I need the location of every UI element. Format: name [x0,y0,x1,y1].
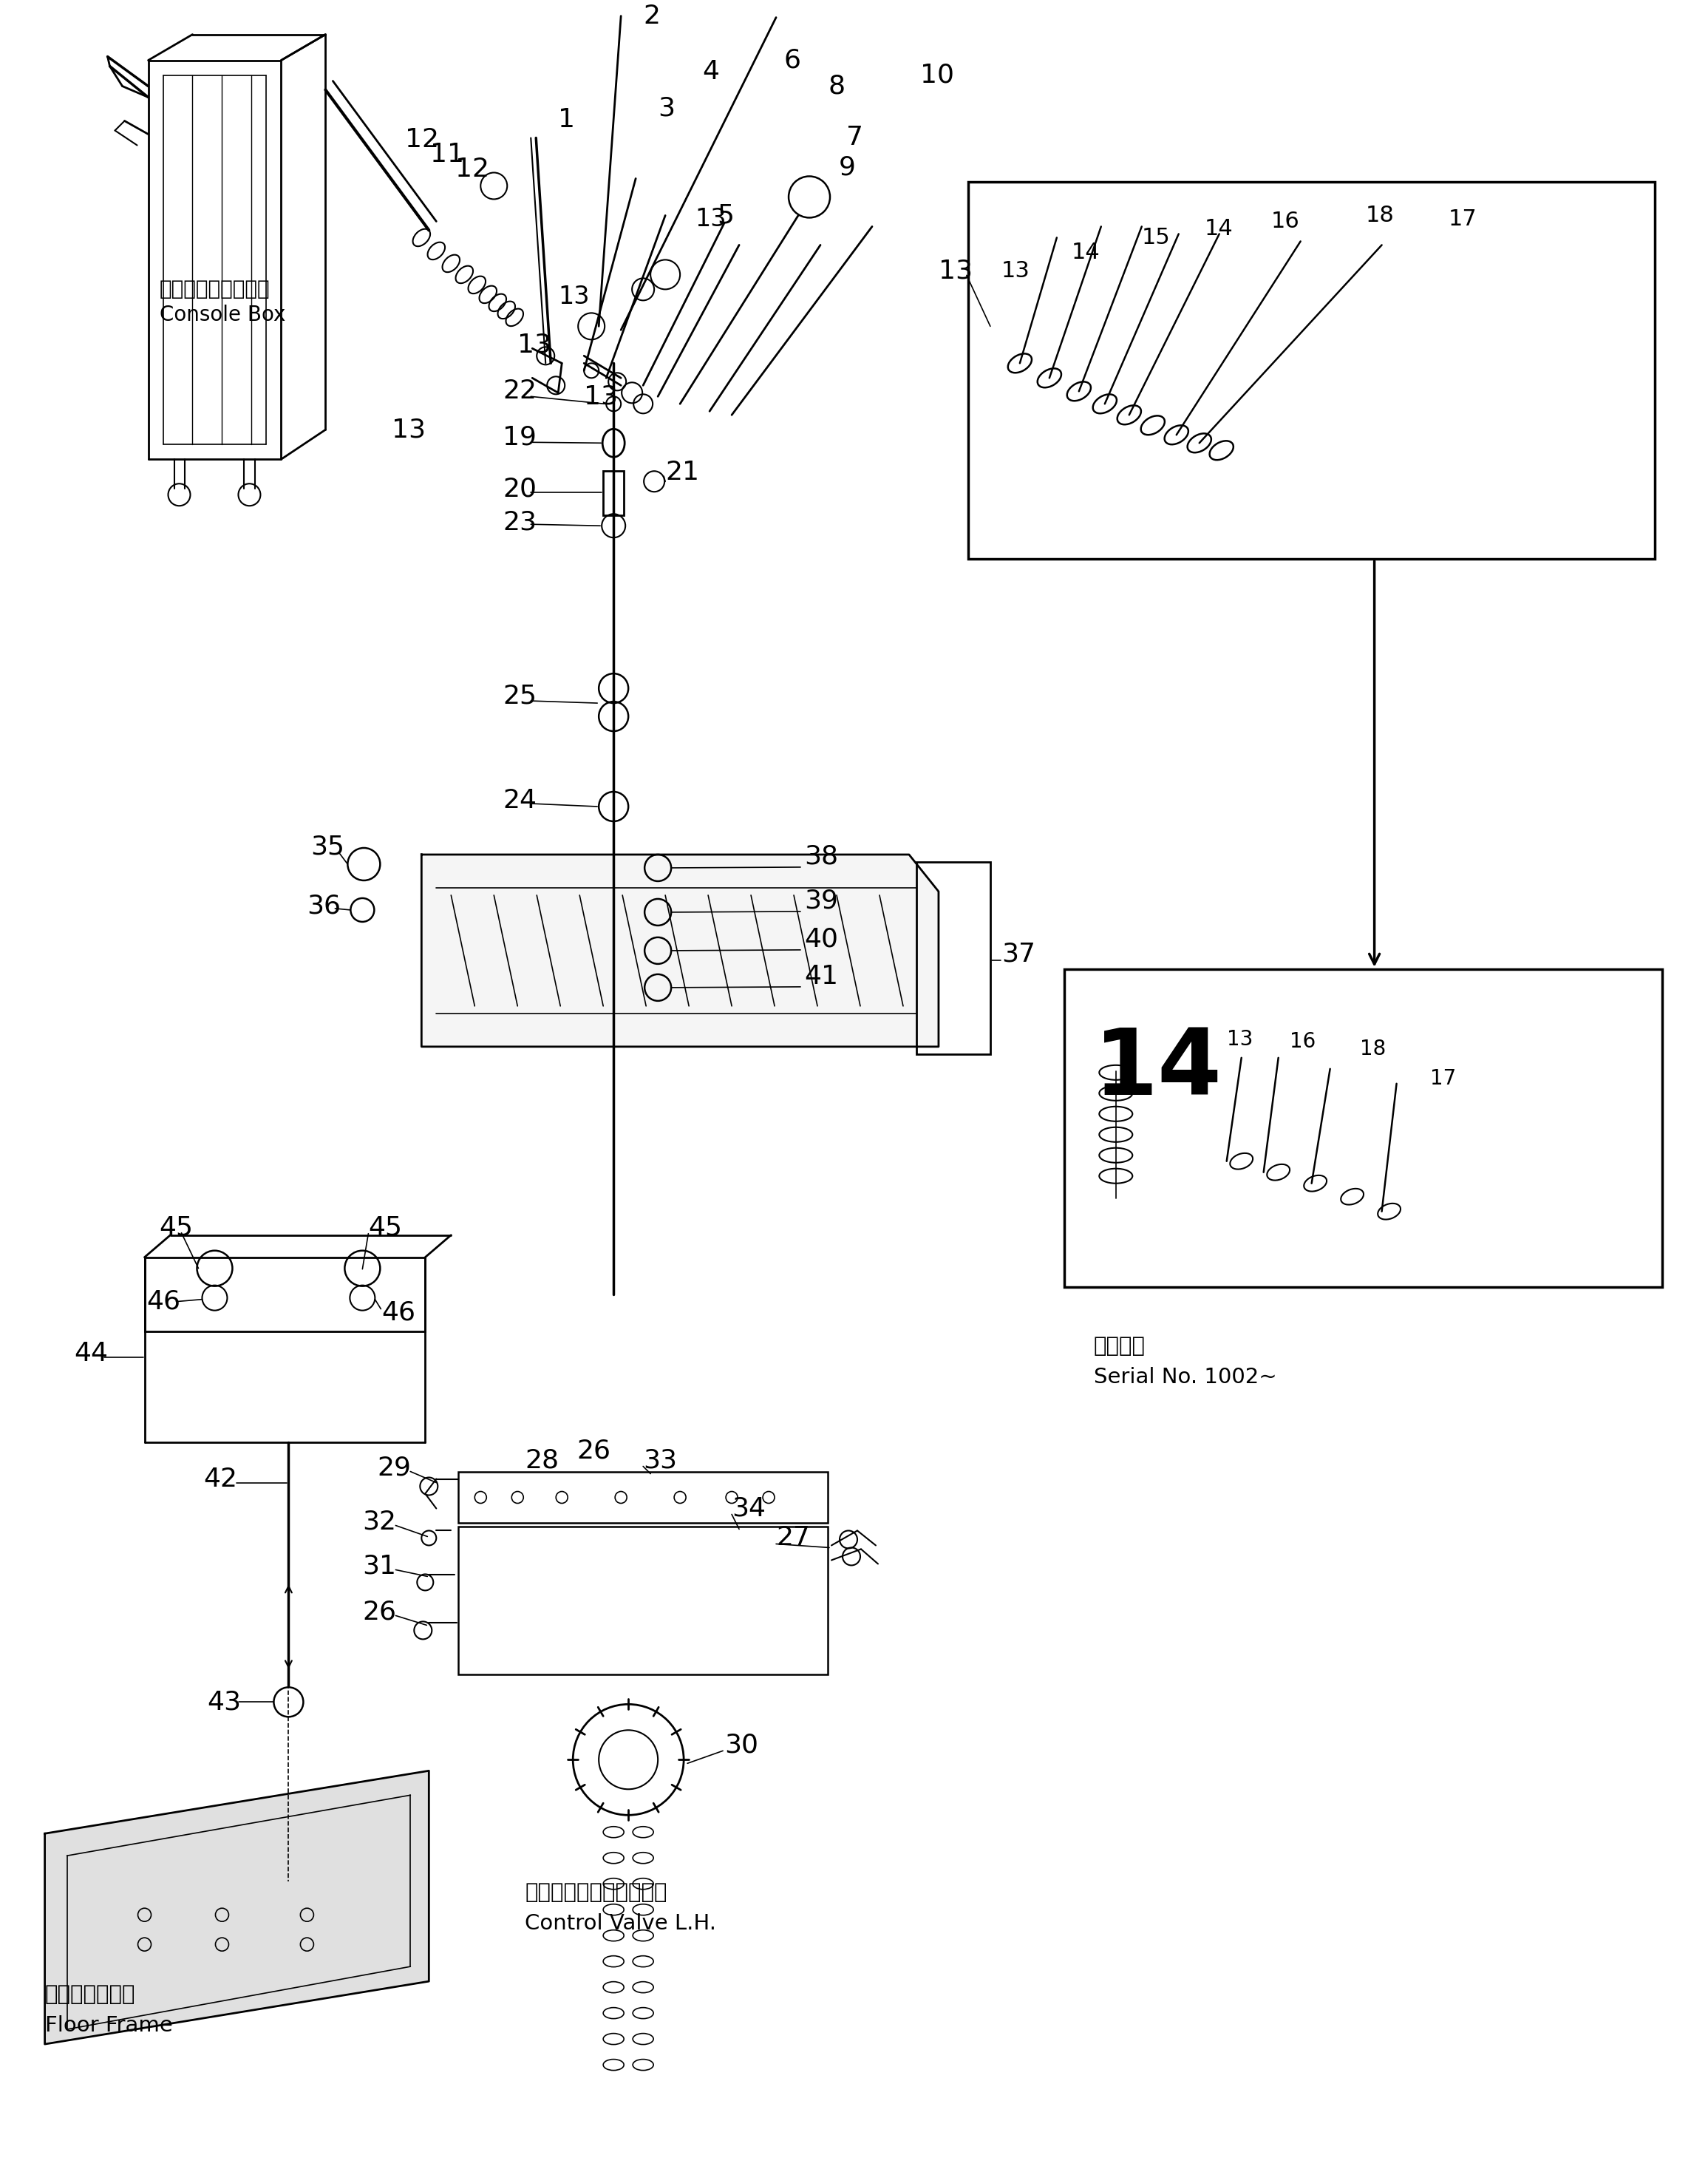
Text: 12: 12 [405,128,439,152]
Text: 14: 14 [1204,219,1233,239]
Bar [458,1527,828,1674]
Text: コンソールボックス: コンソールボックス [159,280,270,299]
Text: 14: 14 [1071,241,1100,262]
Text: 23: 23 [502,510,536,534]
Text: 16: 16 [1290,1030,1315,1052]
Text: 1: 1 [559,106,576,132]
Text: 13: 13 [559,284,589,308]
Text: 26: 26 [362,1599,396,1625]
Text: 39: 39 [804,889,839,913]
Text: 6: 6 [784,48,801,74]
Text: フロアフレーム: フロアフレーム [44,1985,135,2004]
Text: 5: 5 [717,204,734,228]
Polygon shape [44,1770,429,2043]
Text: 19: 19 [502,425,536,449]
Text: 7: 7 [845,126,863,150]
Text: 13: 13 [584,384,618,410]
Text: 31: 31 [362,1553,396,1579]
Text: 13: 13 [518,332,552,358]
Text: 25: 25 [502,683,536,709]
Bar [917,861,991,1054]
Text: 適用号機: 適用号機 [1093,1336,1146,1356]
Bar [603,471,623,516]
Text: 13: 13 [695,206,726,232]
Text: 9: 9 [839,154,856,180]
Polygon shape [422,855,939,1048]
Text: 3: 3 [658,95,675,121]
Text: 35: 35 [311,835,345,859]
Text: 22: 22 [502,380,536,403]
Text: Floor Frame: Floor Frame [44,2015,173,2037]
Text: 18: 18 [1360,1039,1385,1058]
Text: 13: 13 [1001,260,1030,282]
Text: 4: 4 [702,59,719,85]
Text: 17: 17 [1430,1067,1455,1089]
Text: 2: 2 [644,4,659,28]
Bar [968,182,1655,560]
Text: 38: 38 [804,844,839,870]
Text: 13: 13 [939,258,972,284]
Text: 21: 21 [666,460,699,486]
Text: Serial No. 1002~: Serial No. 1002~ [1093,1366,1278,1388]
Text: 42: 42 [203,1466,237,1492]
Text: 11: 11 [430,143,465,167]
Text: 17: 17 [1448,208,1477,230]
Text: 28: 28 [524,1449,559,1473]
Text: コントロールバルブ左側: コントロールバルブ左側 [524,1883,668,1902]
Text: 36: 36 [307,894,342,920]
Text: 45: 45 [159,1215,193,1241]
Text: 34: 34 [731,1497,765,1520]
Text: 33: 33 [644,1449,676,1473]
Text: 13: 13 [391,416,425,442]
Text: 16: 16 [1271,210,1300,232]
Text: 24: 24 [502,787,536,813]
Text: 45: 45 [369,1215,403,1241]
Text: 18: 18 [1365,204,1394,226]
Text: 41: 41 [804,963,839,989]
Text: Control Valve L.H.: Control Valve L.H. [524,1913,716,1935]
Text: 44: 44 [75,1340,108,1366]
Text: 13: 13 [1226,1028,1252,1050]
Text: 30: 30 [724,1733,758,1757]
Text: 46: 46 [147,1288,181,1314]
Text: 43: 43 [207,1690,241,1716]
Text: 20: 20 [502,477,536,501]
Text: 15: 15 [1141,228,1170,247]
Text: 26: 26 [577,1438,611,1464]
Text: 27: 27 [775,1525,810,1551]
Text: 12: 12 [456,156,490,182]
Text: 8: 8 [828,74,845,100]
Text: 32: 32 [362,1510,396,1533]
Text: 40: 40 [804,926,839,952]
Text: Console Box: Console Box [159,306,285,325]
Text: 46: 46 [381,1299,415,1325]
Text: 37: 37 [1001,941,1035,967]
Bar [458,1471,828,1523]
Bar [145,1258,425,1332]
Bar [1064,970,1662,1286]
Text: 10: 10 [921,63,955,87]
Text: 14: 14 [1093,1024,1223,1115]
Text: 29: 29 [377,1455,412,1481]
